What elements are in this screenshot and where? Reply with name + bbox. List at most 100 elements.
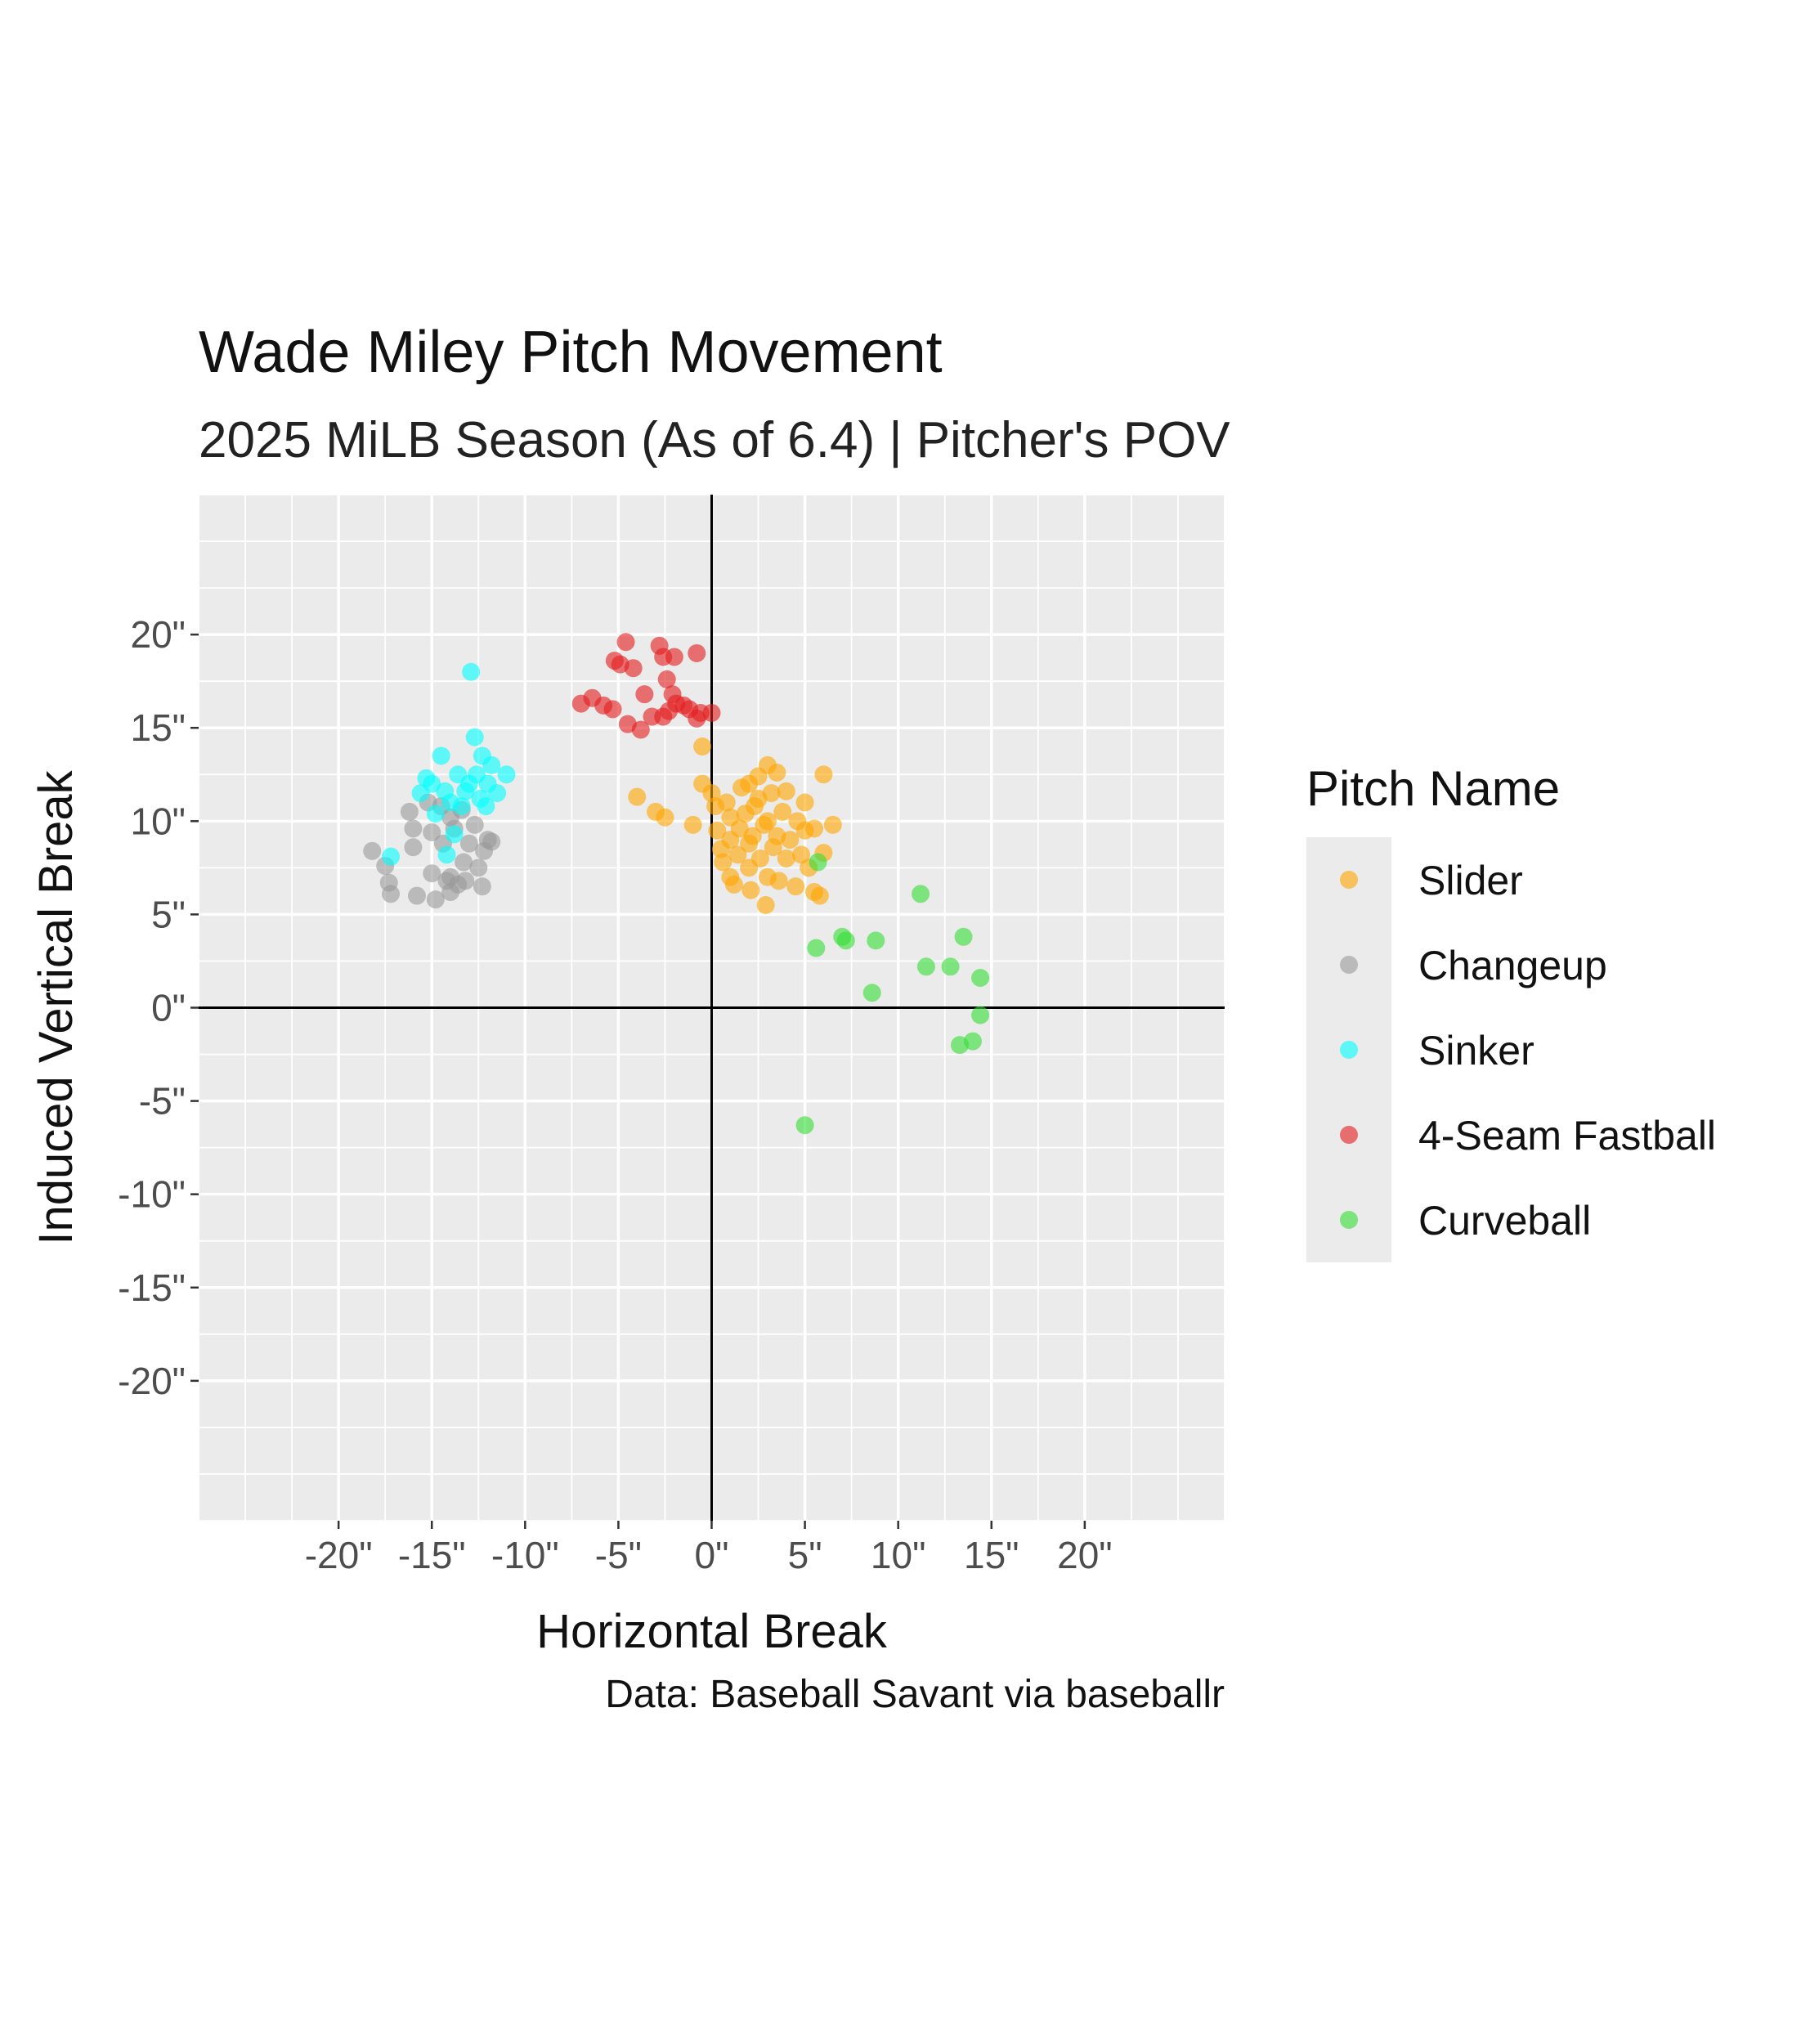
point-sinker xyxy=(445,825,464,844)
point-changeup xyxy=(473,877,491,896)
point-4-seam-fastball xyxy=(616,633,635,652)
y-tick-label: 20" xyxy=(131,613,186,656)
x-tick-label: 20" xyxy=(1057,1534,1113,1576)
point-curveball xyxy=(836,931,855,950)
point-slider xyxy=(773,802,792,821)
point-curveball xyxy=(971,1006,990,1024)
x-axis-title: Horizontal Break xyxy=(536,1605,888,1658)
point-sinker xyxy=(482,755,501,774)
point-curveball xyxy=(912,885,930,903)
point-4-seam-fastball xyxy=(665,648,683,666)
chart-subtitle: 2025 MiLB Season (As of 6.4) | Pitcher's… xyxy=(199,412,1230,468)
legend-key-changeup xyxy=(1340,956,1358,974)
legend-key-4-seam-fastball xyxy=(1340,1126,1358,1144)
legend-label-slider: Slider xyxy=(1418,858,1523,903)
point-sinker xyxy=(432,746,450,765)
point-slider xyxy=(792,845,811,864)
point-slider xyxy=(656,808,674,827)
point-slider xyxy=(786,877,805,896)
point-4-seam-fastball xyxy=(654,707,673,726)
point-changeup xyxy=(382,885,401,903)
legend-key-curveball xyxy=(1340,1211,1358,1229)
legend-label-4-seam-fastball: 4-Seam Fastball xyxy=(1418,1113,1716,1159)
point-slider xyxy=(756,896,775,914)
point-slider xyxy=(741,881,760,899)
point-sinker xyxy=(465,728,484,746)
legend-label-sinker: Sinker xyxy=(1418,1028,1534,1074)
point-slider xyxy=(777,782,795,800)
point-sinker xyxy=(437,845,456,864)
point-slider xyxy=(728,845,747,864)
point-slider xyxy=(730,819,749,838)
point-changeup xyxy=(456,872,475,890)
point-slider xyxy=(683,815,702,834)
point-slider xyxy=(823,815,842,834)
point-curveball xyxy=(809,853,827,872)
y-tick-label: -5" xyxy=(139,1080,186,1123)
point-curveball xyxy=(916,957,935,976)
point-slider xyxy=(724,875,743,894)
point-sinker xyxy=(426,805,445,823)
point-slider xyxy=(814,765,833,784)
point-4-seam-fastball xyxy=(631,720,650,739)
point-changeup xyxy=(469,858,488,877)
point-sinker xyxy=(382,847,401,866)
point-sinker xyxy=(462,662,481,681)
point-slider xyxy=(805,819,823,838)
point-changeup xyxy=(482,832,501,851)
chart-caption: Data: Baseball Savant via baseballr xyxy=(605,1673,1225,1716)
x-tick-label: 0" xyxy=(695,1534,729,1576)
x-tick-label: -15" xyxy=(398,1534,466,1576)
point-changeup xyxy=(423,823,441,842)
point-slider xyxy=(758,812,777,831)
legend-label-curveball: Curveball xyxy=(1418,1198,1591,1244)
point-changeup xyxy=(465,815,484,834)
point-changeup xyxy=(404,819,423,838)
point-sinker xyxy=(477,797,495,816)
y-axis-title: Induced Vertical Break xyxy=(29,769,83,1244)
y-tick-label: 5" xyxy=(151,893,186,935)
point-changeup xyxy=(363,841,382,860)
point-slider xyxy=(810,886,829,905)
legend: Pitch Name Slider Changeup Sinker 4-Seam Fa… xyxy=(1306,761,1716,1262)
point-curveball xyxy=(795,1116,814,1135)
point-slider xyxy=(717,793,736,812)
point-slider xyxy=(777,849,795,867)
y-axis-ticks: -20" -15" -10" -5" 0" 5" 10" 15" 20" xyxy=(118,613,199,1402)
legend-label-changeup: Changeup xyxy=(1418,943,1607,988)
point-sinker xyxy=(488,784,507,803)
x-axis-ticks: -20" -15" -10" -5" 0" 5" 10" 15" 20" xyxy=(305,1521,1113,1576)
point-4-seam-fastball xyxy=(657,670,676,688)
point-curveball xyxy=(941,957,960,976)
point-slider xyxy=(795,793,814,812)
point-slider xyxy=(769,872,788,890)
point-changeup xyxy=(455,853,473,872)
point-sinker xyxy=(452,797,471,816)
y-tick-label: -15" xyxy=(118,1266,186,1309)
point-slider xyxy=(762,784,781,803)
point-4-seam-fastball xyxy=(603,700,622,719)
point-slider xyxy=(693,737,712,756)
point-4-seam-fastball xyxy=(635,685,654,704)
point-curveball xyxy=(807,939,826,957)
point-slider xyxy=(743,827,762,845)
point-changeup xyxy=(407,886,426,905)
point-changeup xyxy=(459,834,478,853)
x-tick-label: -10" xyxy=(491,1534,559,1576)
point-curveball xyxy=(971,968,990,987)
x-tick-label: -5" xyxy=(595,1534,642,1576)
y-tick-label: 0" xyxy=(151,987,186,1029)
point-slider xyxy=(708,821,727,840)
point-sinker xyxy=(497,765,516,784)
point-changeup xyxy=(426,890,445,909)
reference-lines xyxy=(199,495,1225,1521)
x-tick-label: 5" xyxy=(788,1534,822,1576)
legend-title: Pitch Name xyxy=(1306,761,1560,816)
point-curveball xyxy=(954,927,973,946)
data-points xyxy=(363,633,990,1135)
y-tick-label: -20" xyxy=(118,1360,186,1402)
point-changeup xyxy=(404,838,423,857)
point-curveball xyxy=(963,1032,982,1051)
point-4-seam-fastball xyxy=(624,659,643,678)
